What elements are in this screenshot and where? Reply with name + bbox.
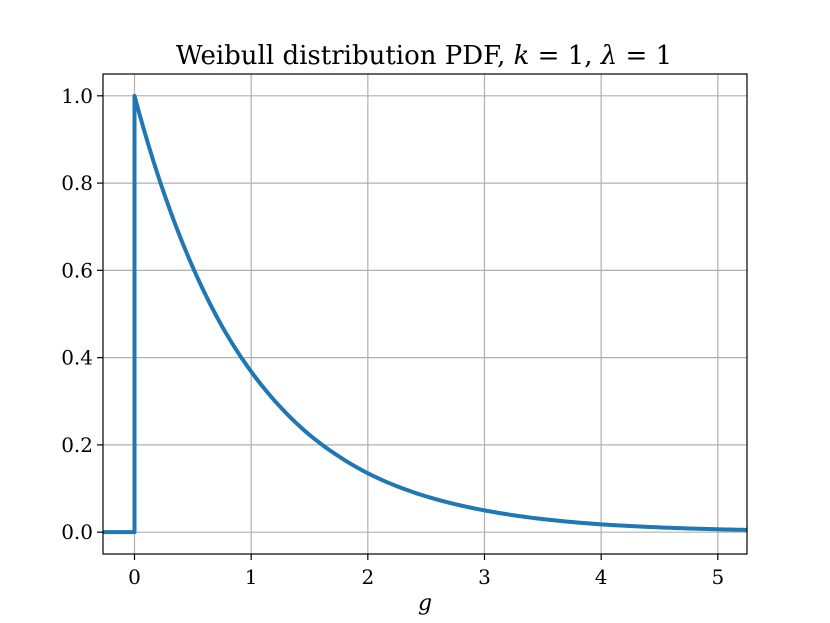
y-tick-label: 0.8 [61, 171, 93, 195]
x-tick-label: 0 [128, 565, 141, 589]
y-tick-label: 1.0 [61, 84, 93, 108]
y-tick-label: 0.2 [61, 433, 93, 457]
x-tick-label: 2 [361, 565, 374, 589]
x-tick-label: 1 [245, 565, 258, 589]
x-tick-label: 5 [711, 565, 724, 589]
x-axis-label: g [418, 591, 432, 616]
series-layer [103, 93, 747, 535]
y-tick-label: 0.0 [61, 520, 93, 544]
y-tick-label: 0.4 [61, 346, 93, 370]
x-tick-label: 3 [478, 565, 491, 589]
series-line [103, 93, 747, 535]
axis-ticks: 0 1 2 3 4 5 0.0 0.2 0.4 0.6 0.8 1.0 [61, 84, 724, 589]
x-tick-label: 4 [595, 565, 608, 589]
grid-lines [103, 74, 747, 554]
plot-area-frame [102, 73, 748, 555]
y-tick-label: 0.6 [61, 258, 93, 282]
chart-title: Weibull distribution PDF, k = 1, λ = 1 [176, 41, 672, 71]
